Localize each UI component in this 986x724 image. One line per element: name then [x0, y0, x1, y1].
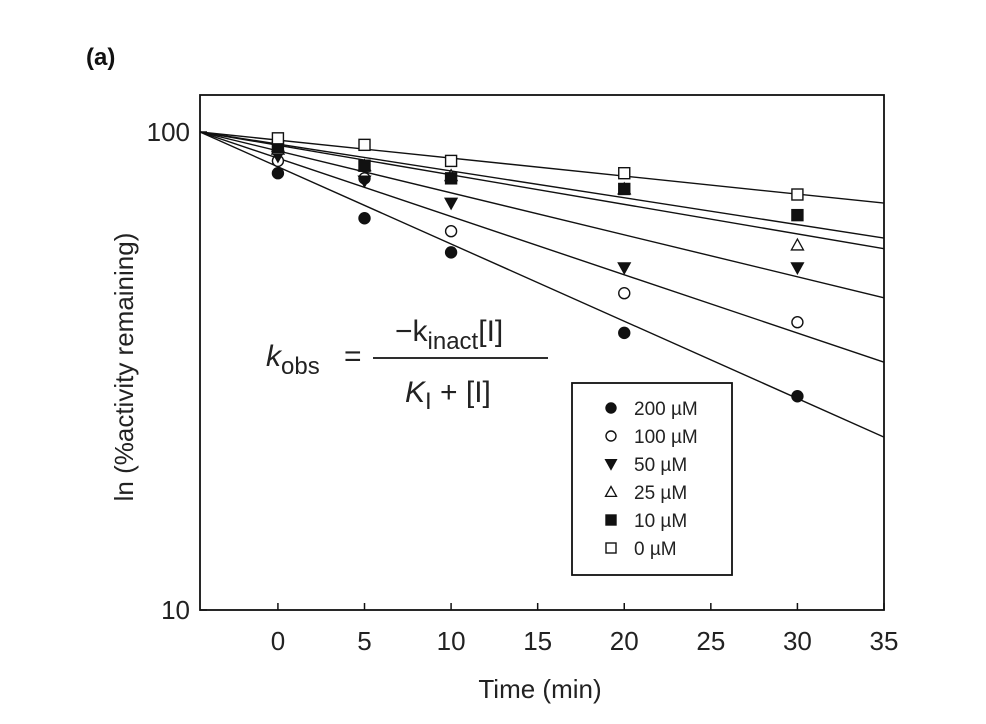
legend-box: [571, 382, 733, 576]
fit-lines: [199, 131, 885, 438]
equation-den-suffix: + [I]: [432, 376, 491, 409]
legend-marker-50-m: [604, 459, 618, 471]
fit-line-200-m: [199, 131, 885, 438]
data-point-50-m: [790, 262, 805, 276]
data-point-50-m: [357, 175, 372, 189]
x-tick-label: 20: [610, 626, 639, 656]
legend-label-0-m: 0 µM: [634, 539, 677, 560]
data-points: [270, 132, 805, 403]
fit-line-100-m: [199, 131, 885, 363]
data-point-10-m: [618, 182, 631, 196]
x-tick-label: 35: [870, 626, 899, 656]
legend-marker-200-m: [605, 402, 617, 414]
x-axis-label: Time (min): [478, 674, 601, 704]
x-tick-label: 5: [357, 626, 371, 656]
legend-marker-100-m: [605, 430, 617, 442]
data-point-200-m: [791, 390, 804, 403]
equation-numerator: −kinact[I]: [395, 315, 503, 355]
legend-marker-10-m: [605, 514, 617, 526]
equation-sub-i: I: [425, 388, 432, 415]
equation-num-suffix: [I]: [478, 315, 503, 348]
data-point-25-m: [790, 237, 805, 251]
y-tick-label: 100: [147, 117, 190, 147]
data-point-50-m: [617, 262, 632, 276]
equation-denominator: KI + [I]: [405, 376, 491, 415]
data-point-0-m: [791, 188, 804, 201]
data-point-100-m: [618, 287, 631, 300]
x-tick-label: 25: [696, 626, 725, 656]
equation-lhs: kobs: [266, 340, 320, 380]
data-point-10-m: [358, 159, 371, 172]
legend-marker-25-m: [604, 485, 618, 498]
legend: 200 µM 100 µM 50 µM 25 µM 10 µM 0 µM: [571, 382, 733, 576]
rate-equation: kobs = −kinact[I] KI + [I]: [266, 315, 548, 415]
data-point-200-m: [444, 246, 458, 259]
fit-line-50-m: [199, 131, 885, 299]
y-axis-label: ln (%activity remaining): [109, 233, 139, 502]
equation-num-prefix: −k: [395, 315, 429, 348]
fit-line-25-m: [199, 131, 885, 250]
data-point-0-m: [444, 154, 458, 168]
equation-sub-obs: obs: [281, 353, 320, 380]
data-point-100-m: [791, 316, 804, 329]
equation-k-obs: k: [266, 340, 283, 373]
legend-label-200-m: 200 µM: [634, 399, 698, 420]
legend-label-25-m: 25 µM: [634, 483, 687, 504]
equation-den-k: K: [405, 376, 427, 409]
y-axis: 10 100: [147, 117, 207, 625]
plot-frame: [199, 94, 885, 611]
data-point-0-m: [618, 166, 631, 180]
legend-label-100-m: 100 µM: [634, 427, 698, 448]
legend-marker-0-m: [605, 542, 617, 554]
data-point-10-m: [791, 208, 804, 222]
fit-line-10-m: [199, 131, 885, 239]
data-point-10-m: [444, 172, 458, 185]
data-point-0-m: [358, 138, 371, 152]
x-tick-label: 15: [523, 626, 552, 656]
x-tick-label: 0: [271, 626, 285, 656]
equation-sub-inact: inact: [428, 328, 479, 355]
y-tick-label: 10: [161, 595, 190, 625]
data-point-100-m: [444, 225, 458, 238]
x-tick-label: 30: [783, 626, 812, 656]
data-point-200-m: [271, 166, 285, 180]
x-axis: 0 5 10 15 20 25 30 35: [271, 603, 899, 656]
data-point-200-m: [358, 212, 371, 225]
data-point-50-m: [444, 197, 459, 211]
fit-line-0-m: [199, 131, 885, 204]
legend-label-50-m: 50 µM: [634, 455, 687, 476]
equation-equals: =: [344, 340, 362, 373]
legend-label-10-m: 10 µM: [634, 511, 687, 532]
panel-label: (a): [86, 44, 115, 71]
data-point-200-m: [618, 326, 631, 340]
data-point-0-m: [271, 132, 285, 145]
x-tick-label: 10: [437, 626, 466, 656]
